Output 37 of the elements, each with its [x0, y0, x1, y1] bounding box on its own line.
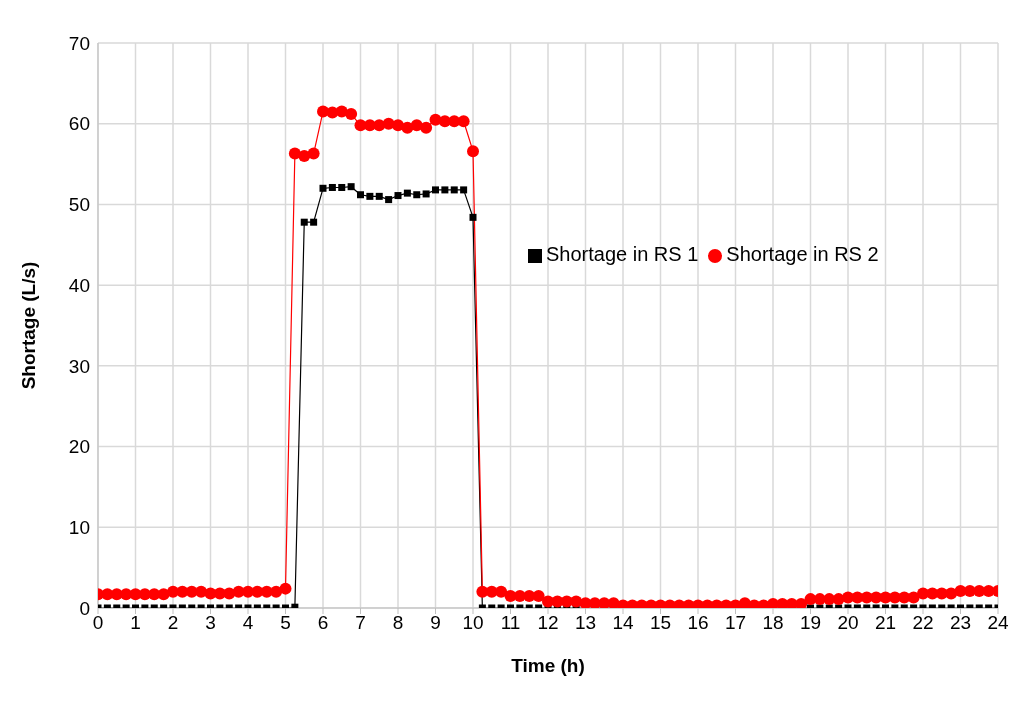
y-tick-label: 30 [68, 355, 90, 377]
legend-label: Shortage in RS 1 [546, 243, 699, 265]
y-axis-title: Shortage (L/s) [17, 261, 39, 390]
x-tick-label: 14 [612, 612, 634, 634]
x-tick-label: 17 [724, 612, 747, 634]
y-tick-label: 20 [68, 436, 90, 458]
y-tick-label: 40 [68, 274, 90, 296]
x-axis-title: Time (h) [511, 655, 585, 676]
y-tick-label: 0 [79, 597, 90, 619]
x-tick-label: 18 [762, 612, 784, 634]
x-tick-label: 21 [874, 612, 897, 634]
x-tick-label: 13 [574, 612, 597, 634]
x-tick-label: 24 [987, 612, 1009, 634]
x-tick-label: 0 [92, 612, 104, 634]
x-tick-label: 11 [500, 612, 521, 634]
x-tick-label: 1 [130, 612, 141, 634]
y-tick-label: 60 [68, 113, 90, 135]
x-tick-label: 4 [242, 612, 254, 634]
x-tick-label: 7 [355, 612, 366, 634]
x-tick-label: 5 [280, 612, 291, 634]
x-tick-label: 8 [392, 612, 404, 634]
x-tick-label: 10 [462, 612, 484, 634]
legend-label: Shortage in RS 2 [726, 243, 879, 265]
x-tick-label: 15 [649, 612, 672, 634]
x-tick-label: 23 [949, 612, 972, 634]
x-tick-label: 12 [537, 612, 559, 634]
x-tick-label: 3 [205, 612, 216, 634]
y-tick-label: 10 [68, 517, 90, 539]
x-tick-label: 9 [430, 612, 441, 634]
y-tick-label: 50 [68, 194, 90, 216]
y-tick-label: 70 [68, 32, 90, 54]
x-tick-label: 16 [687, 612, 709, 634]
x-tick-label: 19 [799, 612, 822, 634]
x-tick-label: 20 [837, 612, 859, 634]
x-tick-label: 2 [167, 612, 179, 634]
x-tick-label: 6 [317, 612, 329, 634]
x-tick-label: 22 [912, 612, 934, 634]
